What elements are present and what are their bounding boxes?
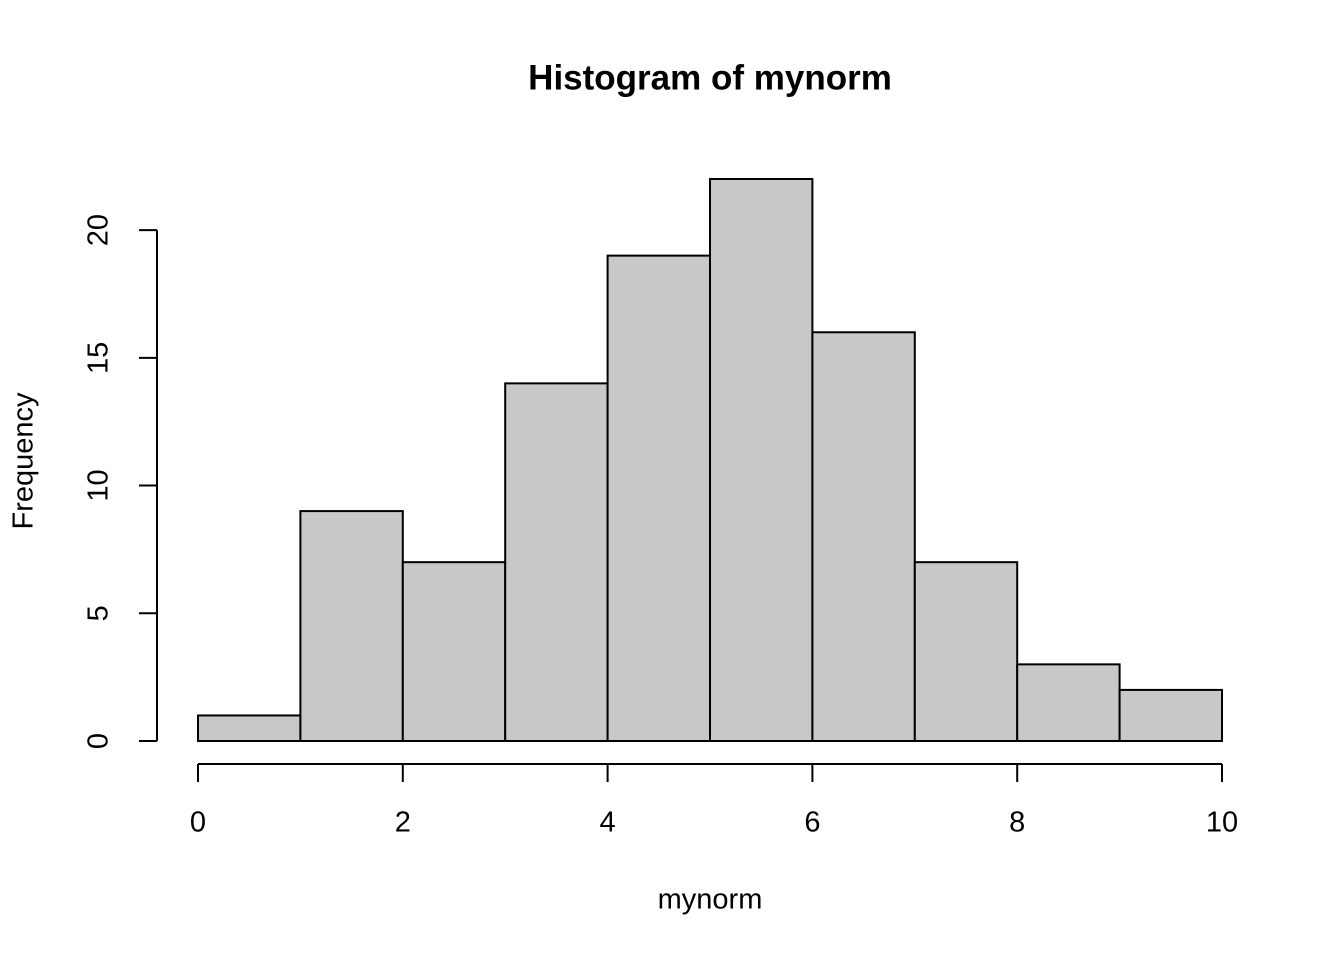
chart-title: Histogram of mynorm xyxy=(528,58,892,97)
bar xyxy=(606,254,711,743)
x-tick-label: 0 xyxy=(190,807,206,839)
y-axis-label: Frequency xyxy=(8,392,40,530)
x-axis-label: mynorm xyxy=(658,884,763,916)
y-tick-label: 15 xyxy=(83,342,115,374)
bar xyxy=(401,561,507,742)
bar xyxy=(504,382,609,742)
bar xyxy=(913,561,1019,742)
bar xyxy=(709,178,814,742)
x-tick-label: 10 xyxy=(1206,807,1238,839)
x-tick-label: 8 xyxy=(1009,807,1025,839)
y-tick-label: 5 xyxy=(83,605,115,621)
bar xyxy=(1016,663,1121,743)
y-tick-label: 0 xyxy=(83,733,115,749)
bar xyxy=(811,331,916,742)
x-tick-label: 2 xyxy=(395,807,411,839)
x-tick-label: 6 xyxy=(804,807,820,839)
y-tick-label: 20 xyxy=(83,214,115,246)
x-tick-label: 4 xyxy=(600,807,616,839)
bar xyxy=(1118,688,1223,743)
y-tick-label: 10 xyxy=(83,469,115,501)
bar xyxy=(197,714,302,742)
bar xyxy=(299,510,404,742)
